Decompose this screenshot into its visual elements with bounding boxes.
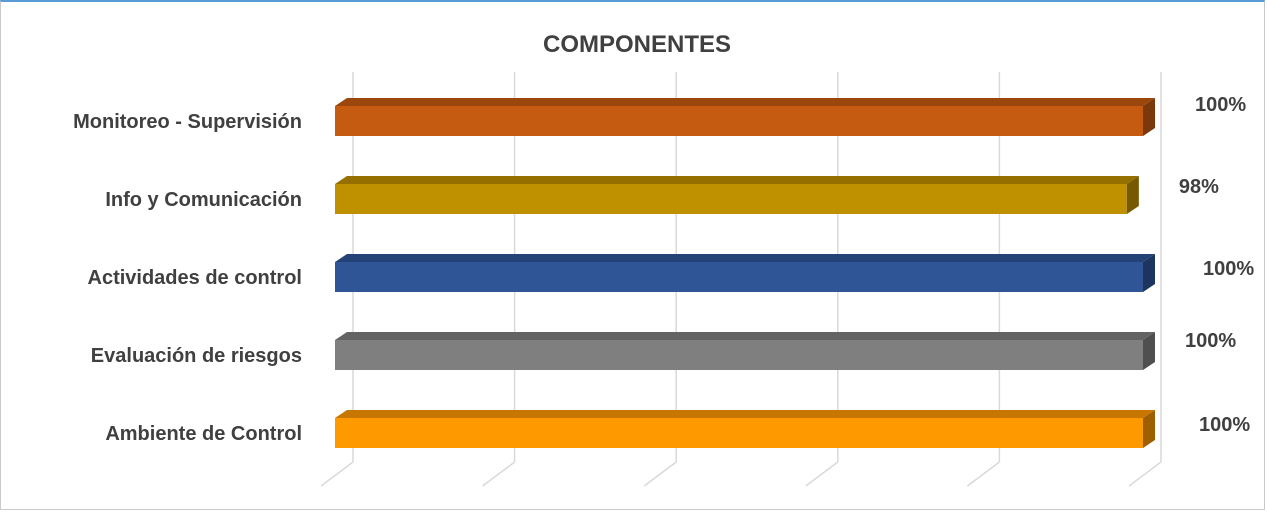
bar-top-face [335,176,1139,184]
bar-end-face [1126,176,1139,214]
bar-end-face [1143,332,1155,370]
category-label: Info y Comunicación [105,189,302,211]
bar-1 [335,176,1139,214]
data-label: 100% [1203,258,1254,280]
bar-top-face [335,98,1155,106]
bar-0 [335,98,1155,136]
data-label: 100% [1195,94,1246,116]
category-labels: Monitoreo - Supervisión Info y Comunicaci… [73,111,302,445]
gridline-floor [966,461,1000,487]
bar-front-face [335,262,1143,292]
data-label: 98% [1179,176,1219,198]
bar-front-face [335,418,1143,448]
gridline-floor [482,461,516,487]
bar-front-face [335,340,1143,370]
category-label: Ambiente de Control [105,423,302,445]
data-labels: 100% 98% 100% 100% 100% [1179,94,1255,436]
gridline-floor [320,461,354,487]
bar-end-face [1143,98,1155,136]
chart-title: COMPONENTES [543,31,731,58]
data-label: 100% [1199,414,1250,436]
bar-end-face [1143,254,1155,292]
bars [335,98,1155,448]
category-label: Actividades de control [88,267,303,289]
bar-3 [335,332,1155,370]
gridline-floor [643,461,677,487]
category-label: Monitoreo - Supervisión [73,111,302,133]
bar-2 [335,254,1155,292]
bar-top-face [335,254,1155,262]
gridline-floor [1128,461,1162,487]
category-label: Evaluación de riesgos [91,345,302,367]
bar-top-face [335,410,1155,418]
data-label: 100% [1185,330,1236,352]
bar-front-face [335,184,1127,214]
bar-front-face [335,106,1143,136]
bar-top-face [335,332,1155,340]
bar-end-face [1143,410,1155,448]
gridline-floor [805,461,839,487]
bar-4 [335,410,1155,448]
